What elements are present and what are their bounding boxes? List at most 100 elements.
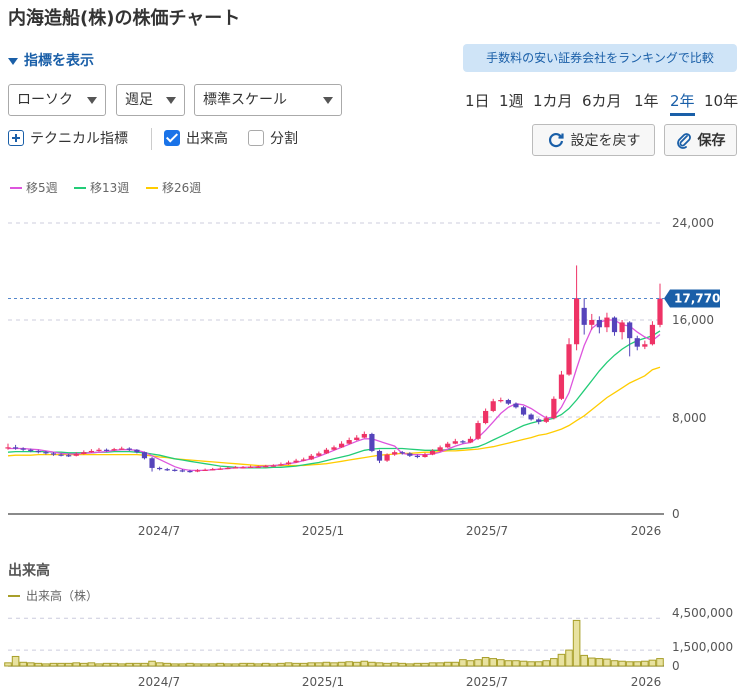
candle <box>111 447 117 451</box>
volume-bar <box>49 662 58 667</box>
candle-body <box>187 470 193 473</box>
volume-chart[interactable]: 4,500,000 1,500,000 0 2024/7 2025/1 2025… <box>0 600 739 698</box>
volume-bar <box>201 663 209 667</box>
candle-body <box>596 320 602 328</box>
volume-bar <box>148 660 156 667</box>
candle <box>5 443 11 450</box>
refresh-icon <box>548 133 564 148</box>
volume-bar <box>474 659 482 667</box>
candle-body <box>248 466 254 468</box>
chevron-down-icon <box>166 97 176 104</box>
candle-body <box>445 443 451 448</box>
chart-type-select[interactable]: ローソク <box>8 84 106 116</box>
volume-bar <box>133 662 141 667</box>
period-2y[interactable]: 2年 <box>670 90 695 116</box>
candle <box>157 466 163 471</box>
candle-body <box>12 447 19 449</box>
candle <box>225 466 231 470</box>
volume-bar <box>398 662 407 667</box>
volume-x-axis: 2024/7 2025/1 2025/7 2026 <box>138 675 661 689</box>
candle-body <box>225 467 231 470</box>
y-tick-label: 0 <box>672 659 680 673</box>
x-tick-label: 2025/1 <box>302 524 344 538</box>
volume-bar <box>656 658 664 667</box>
save-label: 保存 <box>697 133 726 149</box>
volume-bar <box>254 663 262 667</box>
candle-body <box>210 469 216 471</box>
volume-bar <box>208 663 217 667</box>
price-grid <box>8 222 664 515</box>
candle-body <box>134 449 140 453</box>
y-tick-label: 16,000 <box>672 313 714 327</box>
volume-bar <box>413 662 422 667</box>
volume-bar <box>625 661 634 667</box>
candle <box>35 449 41 454</box>
candle-body <box>28 449 34 451</box>
price-chart[interactable]: 2024/7 2025/1 2025/7 2026 24,000 16,000 … <box>0 200 739 550</box>
period-1d[interactable]: 1日 <box>465 92 490 110</box>
y-tick-label: 4,500,000 <box>672 606 733 620</box>
candle <box>467 436 474 444</box>
volume-bar <box>345 661 353 667</box>
volume-bar <box>519 660 528 667</box>
period-1w[interactable]: 1週 <box>499 92 524 110</box>
legend-swatch <box>10 186 22 189</box>
period-6m[interactable]: 6カ月 <box>582 92 622 110</box>
candle-body <box>574 298 580 345</box>
candle-body <box>316 453 322 456</box>
volume-bar <box>421 662 429 667</box>
candle-body <box>361 433 367 438</box>
technical-indicators-button[interactable]: テクニカル指標 <box>8 128 128 148</box>
page-title: 内海造船(株)の株価チャート <box>8 8 241 29</box>
period-1y[interactable]: 1年 <box>634 92 659 110</box>
reset-settings-button[interactable]: 設定を戻す <box>532 124 655 156</box>
candle <box>103 448 110 452</box>
volume-bar <box>443 661 452 667</box>
y-tick-label: 8,000 <box>672 411 706 425</box>
x-tick-label: 2026 <box>631 524 662 538</box>
candle-body <box>543 418 549 422</box>
candle-body <box>111 449 117 451</box>
show-indicators-toggle[interactable]: 指標を表示 <box>8 50 94 70</box>
volume-bar <box>565 649 573 667</box>
volume-bar <box>550 658 558 667</box>
candle <box>210 467 216 471</box>
broker-ranking-link[interactable]: 手数料の安い証券会社をランキングで比較 <box>463 44 737 72</box>
candle-body <box>513 403 519 408</box>
interval-select[interactable]: 週足 <box>116 84 185 116</box>
technical-indicators-label: テクニカル指標 <box>30 131 128 147</box>
volume-bar <box>125 662 134 667</box>
candle-body <box>50 453 57 455</box>
y-tick-label: 1,500,000 <box>672 640 733 654</box>
candle <box>263 464 269 468</box>
candle-body <box>202 469 208 471</box>
volume-bar <box>330 662 338 667</box>
volume-bar <box>307 662 316 667</box>
save-button[interactable]: 保存 <box>664 124 737 156</box>
candle <box>88 449 94 453</box>
candle-body <box>354 437 360 441</box>
volume-bar <box>497 659 505 667</box>
split-checkbox[interactable]: 分割 <box>248 128 298 148</box>
candle-body <box>490 401 496 411</box>
volume-bar <box>80 662 88 667</box>
candle <box>240 466 246 469</box>
candle <box>248 465 254 468</box>
volume-checkbox[interactable]: 出来高 <box>164 128 228 148</box>
period-1m[interactable]: 1カ月 <box>533 92 573 110</box>
candle <box>657 283 663 328</box>
scale-select[interactable]: 標準スケール <box>194 84 342 116</box>
candle-body <box>43 452 49 454</box>
paperclip-icon <box>676 133 691 149</box>
candle <box>58 453 64 457</box>
x-tick-label: 2024/7 <box>138 675 180 689</box>
ma13-line <box>7 330 661 469</box>
candle <box>505 398 511 405</box>
volume-bar <box>87 662 96 667</box>
candle-body <box>452 441 458 444</box>
volume-bar <box>193 663 202 667</box>
candle <box>361 431 367 439</box>
period-10y[interactable]: 10年 <box>704 92 739 110</box>
candle <box>634 335 640 351</box>
candle-body <box>460 441 466 443</box>
